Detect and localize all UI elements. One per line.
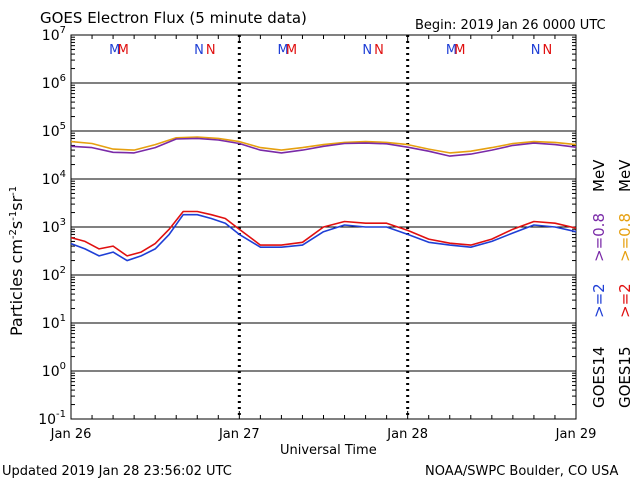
mn-marker: N [362, 43, 372, 58]
mn-marker: M [286, 43, 297, 58]
legend-unit-2: MeV [616, 159, 634, 192]
y-tick-label: 101 [42, 313, 66, 332]
series-line-g15_08mev [70, 136, 577, 154]
series-line-g14_2mev [70, 213, 577, 262]
legend-unit-1: MeV [590, 159, 608, 192]
mn-marker: M [109, 43, 120, 58]
chart-title: GOES Electron Flux (5 minute data) [40, 9, 307, 27]
mn-marker: M [277, 43, 288, 58]
legend-g15-2mev: >=2 [616, 283, 634, 318]
legend-g15-08mev: >=0.8 [616, 213, 634, 262]
y-tick-label: 105 [42, 121, 66, 140]
y-tick-label: 102 [42, 265, 66, 284]
legend-goes15: GOES15 [616, 346, 634, 408]
y-tick-label: 107 [42, 25, 66, 44]
mn-marker: M [454, 43, 465, 58]
x-axis-ticks: Jan 26 Jan 27 Jan 28 Jan 29 [50, 35, 597, 442]
mn-marker: M [118, 43, 129, 58]
y-axis-label-mid: s [7, 221, 26, 229]
mn-markers: MM N N MM N N MM N N [109, 43, 552, 58]
series-line-g15_2mev [70, 210, 577, 257]
y-axis-ticks: 107 106 105 104 103 102 101 100 10-1 [38, 25, 576, 428]
mn-marker: M [446, 43, 457, 58]
legend-goes14: GOES14 [590, 346, 608, 408]
credit-line: NOAA/SWPC Boulder, CO USA [425, 464, 618, 479]
mn-marker: N [374, 43, 384, 58]
y-axis-label-sup3: -1 [8, 186, 19, 196]
x-tick-label: Jan 26 [50, 427, 92, 442]
y-tick-label: 100 [42, 361, 66, 380]
begin-label: Begin: 2019 Jan 26 0000 UTC [415, 18, 606, 33]
x-tick-label: Jan 28 [386, 427, 428, 442]
series-line-g14_08mev [70, 137, 577, 157]
x-axis-label: Universal Time [280, 443, 377, 458]
x-tick-label: Jan 27 [218, 427, 260, 442]
mn-marker: N [531, 43, 541, 58]
legend-g14-08mev: >=0.8 [590, 213, 608, 262]
mn-marker: N [206, 43, 216, 58]
mn-marker: N [543, 43, 553, 58]
legend-g14-2mev: >=2 [590, 283, 608, 318]
y-tick-label: 10-1 [38, 409, 66, 428]
mn-marker: N [194, 43, 204, 58]
y-axis-label-sup1: -2 [8, 229, 19, 239]
y-tick-label: 103 [42, 217, 66, 236]
y-axis-label-main: Particles cm [7, 239, 26, 336]
y-tick-label: 104 [42, 169, 66, 188]
y-axis-label-sup2: -1 [8, 211, 19, 221]
x-tick-label: Jan 29 [555, 427, 597, 442]
day-dividers [237, 35, 410, 419]
series-lines [70, 136, 577, 262]
y-axis-label-mid2: sr [7, 195, 26, 210]
y-axis-label: Particles cm-2s-1sr-1 [7, 186, 26, 336]
updated-timestamp: Updated 2019 Jan 28 23:56:02 UTC [2, 464, 232, 479]
y-tick-label: 106 [42, 73, 66, 92]
